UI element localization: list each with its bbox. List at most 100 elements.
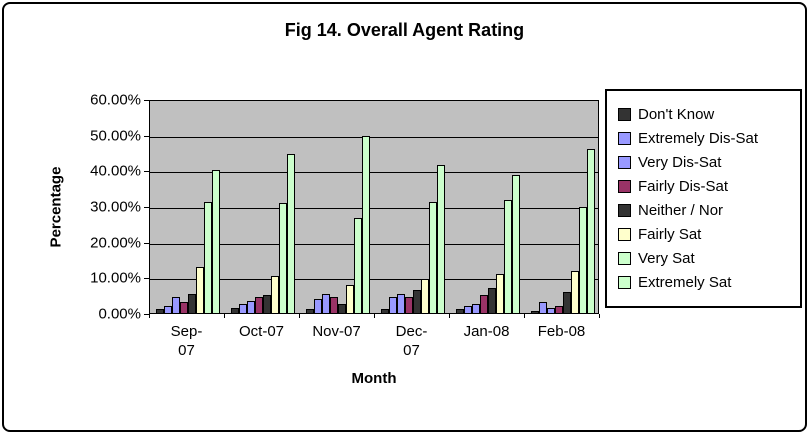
y-tick-mark	[144, 171, 149, 173]
bar-very-dis-sat-nov-07	[321, 293, 330, 313]
legend-label: Neither / Nor	[638, 202, 724, 219]
x-tick-label-line: Jan-08	[463, 323, 510, 340]
bar-very-dis-sat-sep-07	[171, 297, 180, 313]
bar-fairly-sat-oct-07	[270, 275, 279, 313]
legend-swatch-icon	[618, 132, 631, 145]
bar-neither-nor-feb-08	[562, 291, 571, 313]
x-tick-label-feb-08: Feb-08	[524, 322, 599, 341]
y-tick-mark	[144, 135, 149, 137]
bar-extremely-dis-sat-jan-08	[463, 305, 472, 313]
gridline	[150, 136, 598, 138]
bar-neither-nor-jan-08	[487, 288, 496, 313]
y-tick-mark	[144, 314, 149, 315]
x-tick-label-oct-07: Oct-07	[224, 322, 299, 341]
x-tick-mark	[224, 314, 225, 318]
x-tick-mark	[599, 314, 600, 318]
bar-neither-nor-sep-07	[187, 293, 196, 313]
gridline	[150, 279, 598, 281]
chart-title: Fig 14. Overall Agent Rating	[284, 20, 525, 40]
x-tick-label-line: 07	[403, 342, 420, 359]
legend-item-very-dis-sat: Very Dis-Sat	[618, 154, 800, 171]
legend-label: Don't Know	[638, 106, 715, 123]
x-tick-label-line: Sep-	[170, 323, 203, 340]
bar-don-t-know-dec-07	[380, 309, 389, 313]
bar-fairly-sat-jan-08	[495, 274, 504, 313]
y-tick-mark	[144, 100, 149, 101]
x-tick-label-line: 07	[178, 342, 195, 359]
bar-extremely-dis-sat-sep-07	[163, 305, 172, 313]
y-tick-label: 20.00%	[90, 234, 141, 252]
x-tick-label-dec-07: Dec- 07	[374, 322, 449, 360]
bar-extremely-sat-nov-07	[361, 136, 370, 313]
legend-swatch-icon	[618, 228, 631, 241]
bar-group-Feb-08	[525, 101, 600, 313]
bar-very-sat-feb-08	[578, 207, 587, 313]
legend-swatch-icon	[618, 180, 631, 193]
bar-fairly-dis-sat-dec-07	[404, 297, 413, 313]
x-tick-mark	[524, 314, 525, 318]
bar-extremely-dis-sat-dec-07	[388, 297, 397, 313]
bar-extremely-sat-sep-07	[211, 169, 220, 313]
y-tick-label: 50.00%	[90, 127, 141, 145]
gridline	[150, 243, 598, 245]
bar-fairly-dis-sat-oct-07	[254, 297, 263, 313]
legend-swatch-icon	[618, 204, 631, 217]
bar-extremely-dis-sat-oct-07	[238, 304, 247, 313]
bar-neither-nor-dec-07	[412, 290, 421, 313]
bar-group-Dec-07	[375, 101, 450, 313]
x-tick-label-line: Dec-	[395, 323, 428, 340]
x-tick-mark	[449, 314, 450, 318]
legend-item-neither-nor: Neither / Nor	[618, 202, 800, 219]
legend-swatch-icon	[618, 156, 631, 169]
bar-extremely-sat-dec-07	[436, 164, 445, 313]
bar-fairly-dis-sat-jan-08	[479, 295, 488, 313]
legend-item-fairly-dis-sat: Fairly Dis-Sat	[618, 178, 800, 195]
gridline	[150, 208, 598, 209]
y-tick-mark	[144, 207, 149, 208]
bar-group-Sep-07	[150, 101, 225, 313]
legend-label: Extremely Dis-Sat	[638, 130, 759, 147]
legend-label: Very Dis-Sat	[638, 154, 722, 171]
x-tick-label-line: Oct-07	[238, 323, 284, 340]
legend-label: Fairly Sat	[638, 226, 702, 243]
bar-fairly-sat-nov-07	[345, 284, 354, 313]
x-axis-title: Month	[351, 370, 397, 387]
legend-swatch-icon	[618, 252, 631, 265]
bar-extremely-sat-oct-07	[286, 154, 295, 313]
bar-don-t-know-oct-07	[230, 307, 239, 313]
x-tick-label-nov-07: Nov-07	[299, 322, 374, 341]
y-tick-label: 0.00%	[98, 305, 141, 323]
plot-area	[149, 100, 599, 314]
bar-extremely-dis-sat-nov-07	[313, 298, 322, 313]
bar-extremely-sat-feb-08	[586, 148, 595, 313]
bar-fairly-sat-dec-07	[420, 279, 429, 313]
legend-swatch-icon	[618, 108, 631, 121]
legend-item-extremely-dis-sat: Extremely Dis-Sat	[618, 130, 800, 147]
legend-item-extremely-sat: Extremely Sat	[618, 274, 800, 291]
bar-don-t-know-jan-08	[455, 309, 464, 313]
x-tick-label-line: Feb-08	[537, 323, 586, 340]
bar-very-sat-oct-07	[278, 203, 287, 313]
bar-fairly-sat-feb-08	[570, 270, 579, 313]
bar-don-t-know-nov-07	[305, 309, 314, 313]
legend: Don't Know Extremely Dis-Sat Very Dis-Sat F…	[605, 89, 802, 308]
bar-very-sat-dec-07	[428, 201, 437, 313]
bar-group-Oct-07	[225, 101, 300, 313]
bar-fairly-dis-sat-sep-07	[179, 302, 188, 313]
legend-label: Fairly Dis-Sat	[638, 178, 729, 195]
legend-label: Very Sat	[638, 250, 695, 267]
bar-very-sat-jan-08	[503, 199, 512, 313]
bar-extremely-sat-jan-08	[511, 175, 520, 313]
y-tick-label: 30.00%	[90, 198, 141, 216]
legend-item-fairly-sat: Fairly Sat	[618, 226, 800, 243]
y-tick-mark	[144, 242, 149, 244]
x-tick-mark	[374, 314, 375, 318]
bar-fairly-dis-sat-nov-07	[329, 297, 338, 313]
bar-neither-nor-oct-07	[262, 295, 271, 313]
x-tick-label-jan-08: Jan-08	[449, 322, 524, 341]
x-tick-label-sep-07: Sep- 07	[149, 322, 224, 360]
bar-very-dis-sat-dec-07	[396, 293, 405, 313]
x-tick-label-line: Nov-07	[312, 323, 361, 340]
y-tick-mark	[144, 278, 149, 280]
